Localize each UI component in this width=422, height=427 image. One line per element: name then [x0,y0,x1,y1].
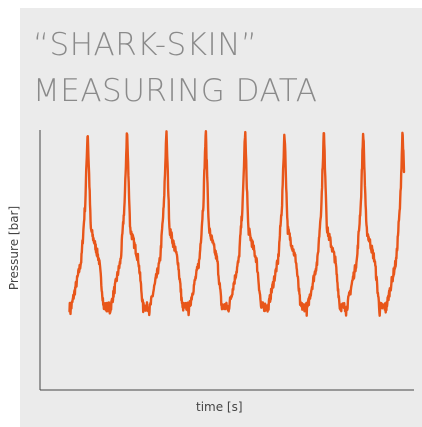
pressure-series-line [68,130,406,317]
y-axis-label: Pressure [bar] [7,205,21,291]
chart-panel [20,8,422,427]
x-axis-label: time [s] [196,400,243,414]
chart-title-line-2: MEASURING DATA [33,73,318,109]
chart-title-line-1: “SHARK-SKIN” [33,27,258,63]
